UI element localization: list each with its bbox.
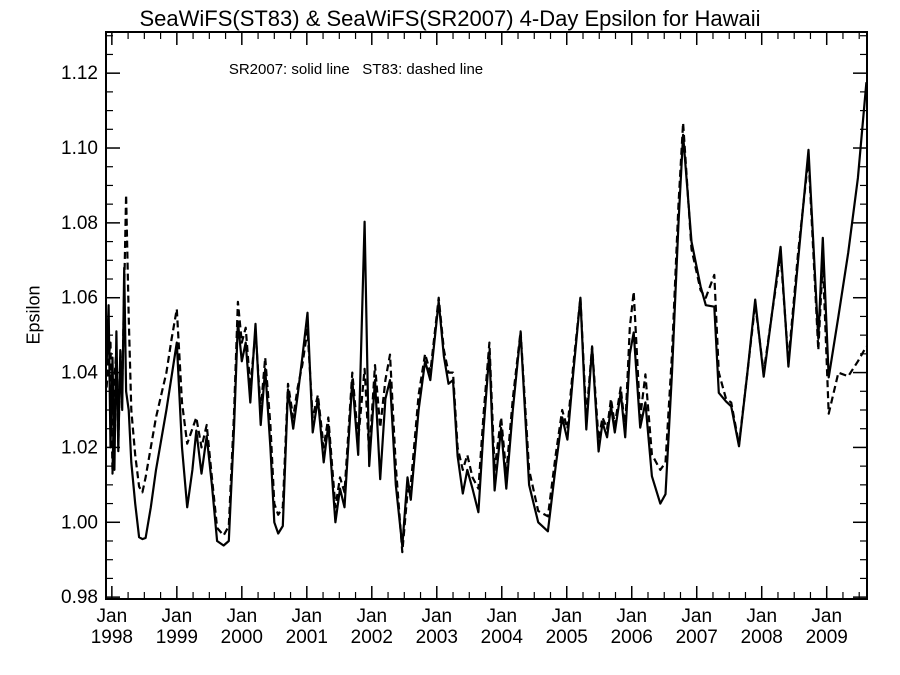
x-tick-label-year: 2005 — [546, 627, 588, 648]
x-tick-label-year: 2009 — [806, 627, 848, 648]
y-tick-label: 1.06 — [61, 288, 98, 309]
y-axis-label: Epsilon — [23, 285, 44, 345]
x-tick-label-month: Jan — [551, 606, 582, 627]
st83-line — [105, 121, 868, 554]
x-tick-label-year: 2002 — [351, 627, 393, 648]
y-tick-label: 1.12 — [61, 63, 98, 84]
x-tick-label-month: Jan — [162, 606, 193, 627]
x-tick-label-year: 2006 — [611, 627, 653, 648]
axes-box — [105, 31, 868, 600]
x-tick-label-month: Jan — [291, 606, 322, 627]
x-tick-label-year: 2001 — [286, 627, 328, 648]
x-tick-label-year: 2000 — [221, 627, 263, 648]
x-tick-label-year: 2008 — [741, 627, 783, 648]
x-tick-label-month: Jan — [746, 606, 777, 627]
y-tick-label: 1.00 — [61, 512, 98, 533]
sr2007-line — [105, 82, 868, 548]
legend-note: SR2007: solid line ST83: dashed line — [228, 61, 484, 78]
y-tick-label: 0.98 — [61, 587, 98, 608]
x-tick-label-month: Jan — [811, 606, 842, 627]
x-tick-label-month: Jan — [356, 606, 387, 627]
chart-title: SeaWiFS(ST83) & SeaWiFS(SR2007) 4-Day Ep… — [139, 6, 761, 31]
y-tick-label: 1.10 — [61, 138, 98, 159]
x-tick-label-year: 2003 — [416, 627, 458, 648]
x-tick-label-year: 2007 — [676, 627, 718, 648]
y-tick-label: 1.02 — [61, 437, 98, 458]
x-tick-label-year: 1998 — [91, 627, 133, 648]
x-tick-label-year: 1999 — [156, 627, 198, 648]
y-tick-label: 1.04 — [61, 363, 98, 384]
x-tick-label-month: Jan — [616, 606, 647, 627]
x-tick-label-month: Jan — [421, 606, 452, 627]
x-tick-label-month: Jan — [227, 606, 258, 627]
x-tick-label-year: 2004 — [481, 627, 524, 648]
y-tick-label: 1.08 — [61, 213, 98, 234]
x-tick-label-month: Jan — [681, 606, 712, 627]
x-tick-label-month: Jan — [486, 606, 517, 627]
x-tick-label-month: Jan — [97, 606, 128, 627]
